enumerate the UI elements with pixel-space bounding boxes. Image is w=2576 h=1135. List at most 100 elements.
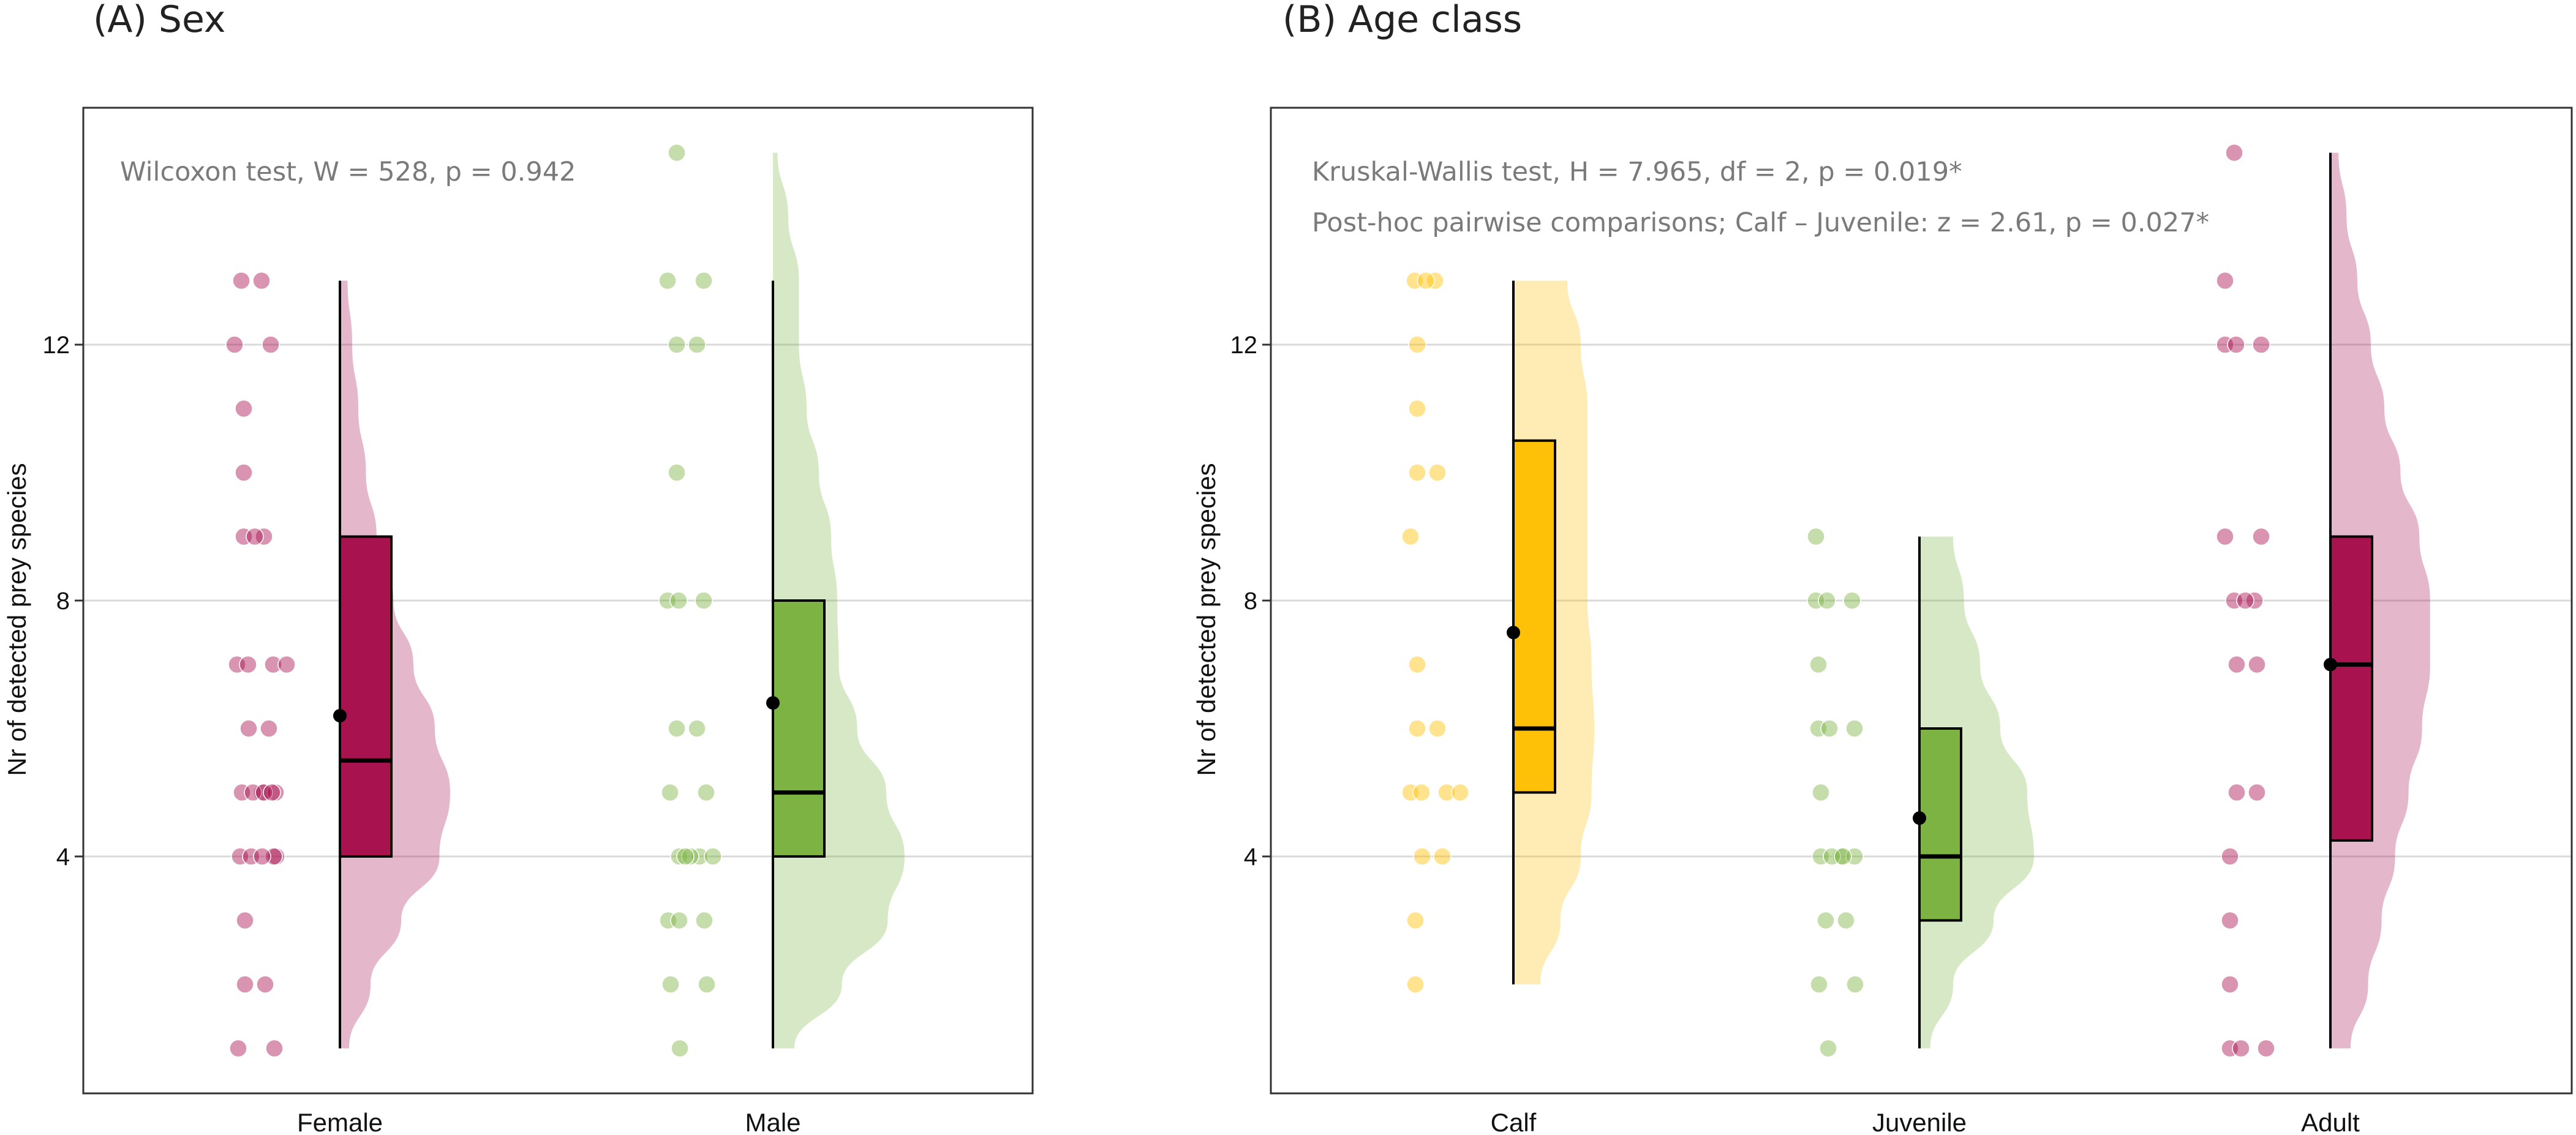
- point-male: [659, 911, 677, 930]
- point-juvenile: [1820, 719, 1839, 738]
- point-male: [676, 847, 695, 866]
- panel-title-age-class: (B) Age class: [1282, 0, 1522, 41]
- x-tick-label-female: Female: [297, 1108, 383, 1135]
- point-juvenile: [1819, 1039, 1837, 1058]
- point-female: [263, 783, 281, 802]
- point-male: [671, 1039, 689, 1058]
- point-adult: [2225, 143, 2243, 162]
- point-calf: [1406, 271, 1424, 290]
- point-female: [265, 1039, 284, 1058]
- point-juvenile: [1837, 911, 1855, 930]
- point-adult: [2221, 847, 2239, 866]
- point-adult: [2245, 591, 2264, 610]
- point-male: [661, 975, 680, 994]
- point-calf: [1417, 271, 1435, 290]
- point-male: [695, 271, 713, 290]
- point-juvenile: [1846, 975, 1864, 994]
- test-annotation-kruskal: Kruskal-Wallis test, H = 7.965, df = 2, …: [1312, 157, 1962, 187]
- point-calf: [1426, 271, 1444, 290]
- point-adult: [2228, 783, 2246, 802]
- mean-male: [766, 696, 780, 710]
- point-female: [252, 271, 271, 290]
- point-male: [690, 847, 709, 866]
- y-axis-label-sex: Nr of detected prey species: [2, 463, 31, 776]
- mean-juvenile: [1913, 811, 1926, 825]
- point-male: [668, 143, 686, 162]
- plot-frame-sex: [82, 107, 1034, 1095]
- point-male: [695, 911, 714, 930]
- point-calf: [1408, 655, 1426, 674]
- y-tick-4: 4: [56, 844, 70, 871]
- point-male: [681, 847, 699, 866]
- point-juvenile: [1807, 527, 1825, 546]
- y-tick-8: 8: [1244, 588, 1257, 615]
- point-male: [670, 911, 688, 930]
- mean-adult: [2324, 657, 2337, 672]
- panel-title-sex: (A) Sex: [93, 0, 225, 41]
- y-axis-label-age-class: Nr of detected prey species: [1192, 463, 1221, 776]
- point-male: [704, 847, 722, 866]
- point-female: [231, 847, 249, 866]
- x-tick-label-adult: Adult: [2301, 1108, 2360, 1135]
- point-female: [262, 335, 280, 354]
- point-calf: [1433, 847, 1452, 866]
- point-female: [246, 527, 264, 546]
- mean-calf: [1507, 626, 1520, 640]
- point-adult: [2221, 911, 2239, 930]
- y-tick-12: 12: [1230, 332, 1258, 359]
- x-tick-label-male: Male: [745, 1108, 800, 1135]
- point-female: [232, 271, 250, 290]
- point-female: [242, 847, 260, 866]
- point-juvenile: [1818, 591, 1836, 610]
- point-male: [661, 783, 679, 802]
- point-adult: [2228, 655, 2246, 674]
- point-male: [668, 463, 686, 482]
- point-adult: [2221, 1039, 2239, 1058]
- point-female: [236, 975, 254, 994]
- point-female: [235, 399, 253, 418]
- point-female: [277, 655, 296, 674]
- point-calf: [1428, 719, 1447, 738]
- grid-lines-sex: [83, 343, 1033, 858]
- box-female: [339, 535, 393, 858]
- point-calf: [1408, 463, 1426, 482]
- test-annotation-posthoc: Post-hoc pairwise comparisons; Calf – Ju…: [1312, 208, 2209, 238]
- point-male: [669, 591, 688, 610]
- point-calf: [1451, 783, 1469, 802]
- data-points-sex: [225, 143, 722, 1058]
- point-calf: [1406, 911, 1425, 930]
- point-juvenile: [1812, 783, 1830, 802]
- y-tick-labels-sex: 4 8 12: [43, 332, 83, 871]
- point-female: [236, 911, 254, 930]
- point-female: [225, 335, 244, 354]
- panel-sex: (A) Sex Nr of detected prey species 4 8 12…: [2, 0, 1034, 1135]
- point-adult: [2221, 975, 2239, 994]
- boxplots-sex: [333, 280, 826, 1049]
- point-adult: [2252, 527, 2270, 546]
- point-female: [260, 719, 278, 738]
- point-calf: [1401, 783, 1420, 802]
- point-calf: [1401, 527, 1420, 546]
- point-calf: [1406, 975, 1425, 994]
- point-adult: [2216, 335, 2234, 354]
- point-juvenile: [1834, 847, 1852, 866]
- y-tick-4: 4: [1244, 844, 1257, 871]
- point-male: [695, 591, 713, 610]
- point-female: [239, 655, 257, 674]
- point-male: [658, 271, 677, 290]
- y-tick-12: 12: [43, 332, 70, 359]
- point-male: [670, 847, 688, 866]
- point-juvenile: [1845, 719, 1864, 738]
- point-female: [229, 1039, 247, 1058]
- box-male: [772, 599, 826, 858]
- point-juvenile: [1812, 847, 1830, 866]
- box-juvenile: [1918, 727, 1962, 922]
- y-tick-labels-age-class: 4 8 12: [1230, 332, 1271, 871]
- point-adult: [2225, 591, 2243, 610]
- point-juvenile: [1810, 975, 1828, 994]
- mean-female: [333, 709, 347, 723]
- point-female: [256, 975, 274, 994]
- point-female: [253, 847, 271, 866]
- point-female: [264, 655, 282, 674]
- y-tick-8: 8: [56, 588, 70, 615]
